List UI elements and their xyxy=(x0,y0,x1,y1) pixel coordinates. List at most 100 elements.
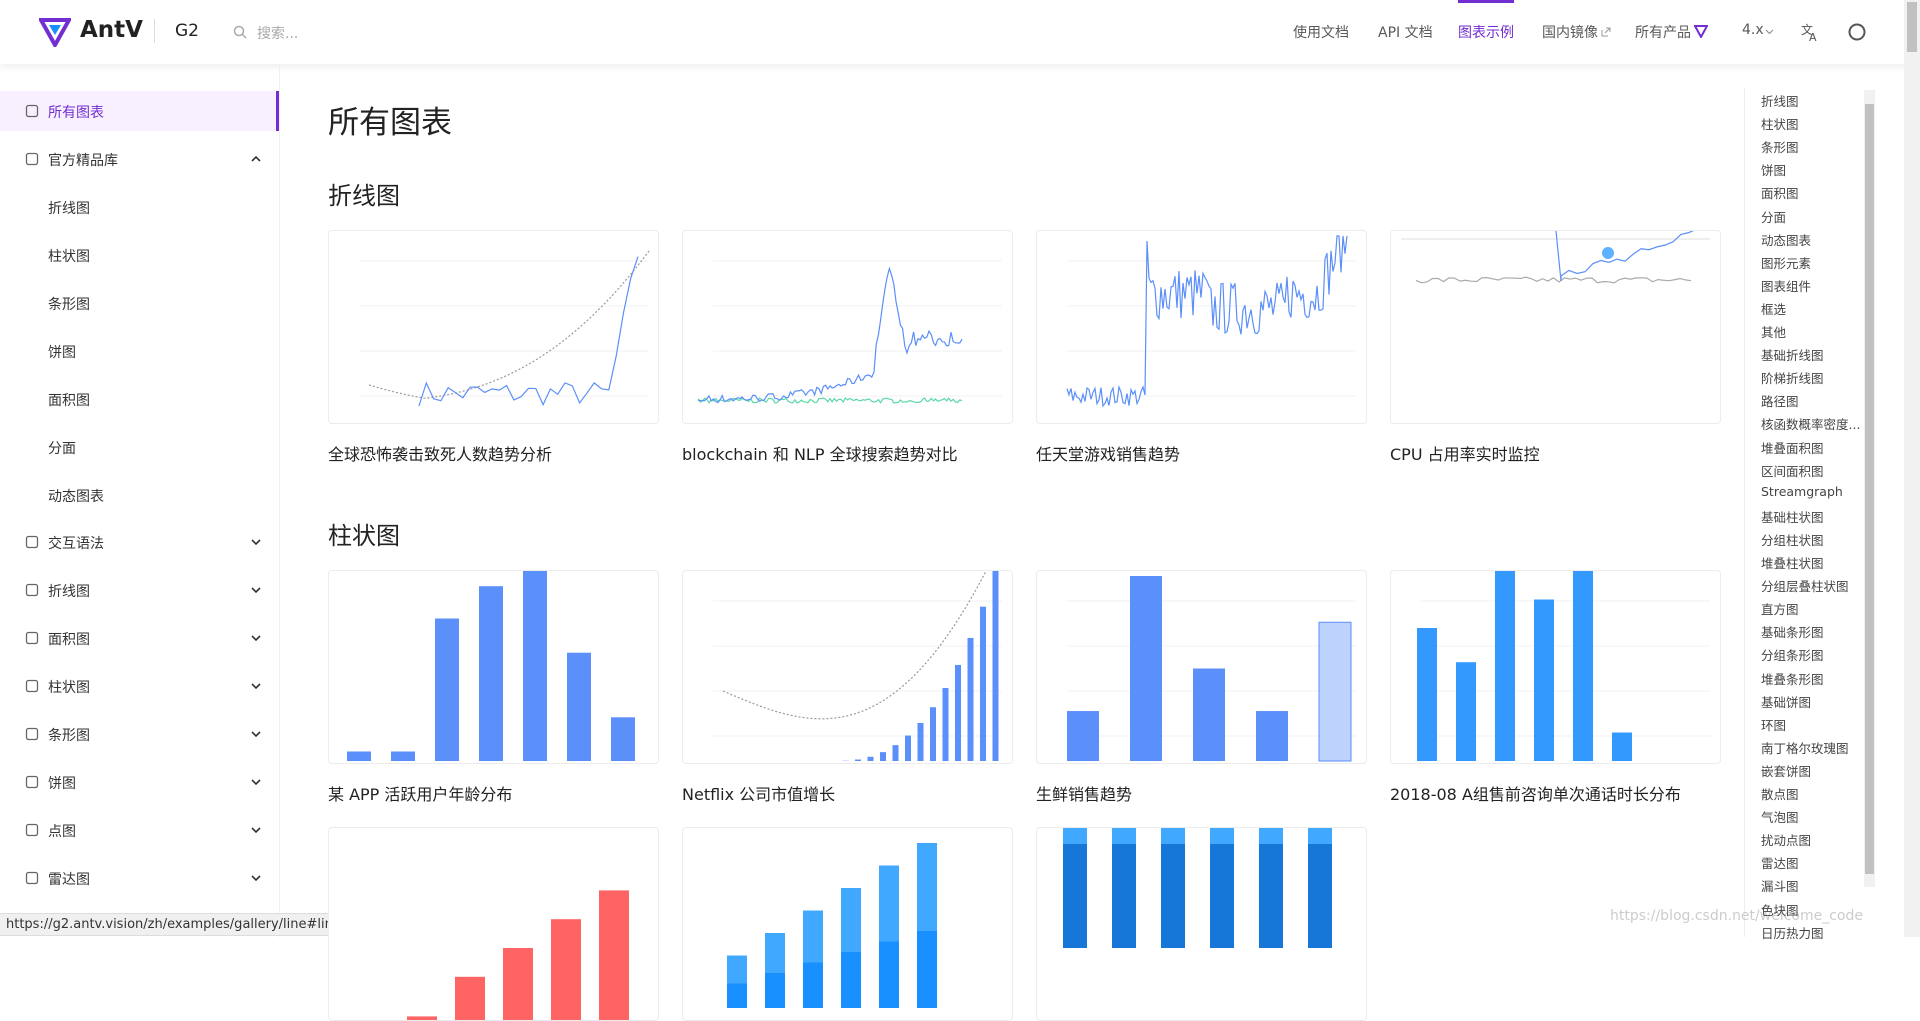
toc-item[interactable]: 饼图 xyxy=(1761,160,1786,179)
chart-card[interactable] xyxy=(328,230,659,424)
thumb-bar xyxy=(1063,828,1087,844)
thumb-bar xyxy=(1063,828,1087,948)
thumb-bar xyxy=(1573,571,1593,761)
toc-scroll-thumb[interactable] xyxy=(1865,104,1874,874)
chart-card[interactable] xyxy=(682,230,1013,424)
menu-group[interactable]: 饼图 xyxy=(48,773,76,793)
toc-item[interactable]: 框选 xyxy=(1761,299,1786,318)
active-item-bg xyxy=(0,91,279,131)
toc-item[interactable]: 色块图 xyxy=(1761,900,1799,919)
chart-card[interactable] xyxy=(1390,570,1721,764)
language-icon[interactable]: 文A xyxy=(1800,22,1820,42)
menu-item[interactable]: 折线图 xyxy=(48,198,90,218)
card-title[interactable]: blockchain 和 NLP 全球搜索趋势对比 xyxy=(682,441,958,465)
thumb-bar xyxy=(1417,628,1437,761)
toc-item[interactable]: 条形图 xyxy=(1761,137,1799,156)
menu-group[interactable]: 面积图 xyxy=(48,629,90,649)
chart-card[interactable] xyxy=(682,570,1013,764)
menu-group[interactable]: 柱状图 xyxy=(48,677,90,697)
thumb-bar xyxy=(523,571,547,761)
card-title[interactable]: 生鲜销售趋势 xyxy=(1036,781,1132,805)
toc-item[interactable]: 基础折线图 xyxy=(1761,345,1824,364)
card-title[interactable]: Netflix 公司市值增长 xyxy=(682,781,835,805)
menu-item[interactable]: 饼图 xyxy=(48,342,76,362)
toc-item[interactable]: 散点图 xyxy=(1761,784,1799,803)
menu-item[interactable]: 柱状图 xyxy=(48,246,90,266)
toc-item[interactable]: 区间面积图 xyxy=(1761,461,1824,480)
github-icon[interactable] xyxy=(1848,23,1866,41)
chart-card[interactable] xyxy=(682,827,1013,1021)
toc-item[interactable]: 分组条形图 xyxy=(1761,645,1824,664)
menu-item[interactable]: 分面 xyxy=(48,438,76,458)
toc-item[interactable]: 分组层叠柱状图 xyxy=(1761,576,1849,595)
menu-caret xyxy=(251,827,261,834)
toc-item[interactable]: 基础条形图 xyxy=(1761,622,1824,641)
toc-item[interactable]: 基础柱状图 xyxy=(1761,507,1824,526)
chart-card[interactable] xyxy=(1036,570,1367,764)
toc-item[interactable]: 堆叠柱状图 xyxy=(1761,553,1824,572)
toc-item[interactable]: 直方图 xyxy=(1761,599,1799,618)
version-select[interactable]: 4.x xyxy=(1742,22,1764,38)
toc-item[interactable]: 扰动点图 xyxy=(1761,830,1811,849)
toc-item[interactable]: 南丁格尔玫瑰图 xyxy=(1761,738,1849,757)
nav-item[interactable]: 所有产品 xyxy=(1635,22,1691,42)
toc-item[interactable]: 基础饼图 xyxy=(1761,692,1811,711)
nav-item[interactable]: API 文档 xyxy=(1378,22,1433,42)
card-title[interactable]: 2018-08 A组售前咨询单次通话时长分布 xyxy=(1390,781,1681,805)
page-scroll-thumb[interactable] xyxy=(1907,2,1917,52)
chart-card[interactable] xyxy=(328,570,659,764)
toc-item[interactable]: 面积图 xyxy=(1761,183,1799,202)
toc-item[interactable]: 分组柱状图 xyxy=(1761,530,1824,549)
toc-item[interactable]: 漏斗图 xyxy=(1761,876,1799,895)
toc-item[interactable]: 核函数概率密度... xyxy=(1761,414,1860,433)
toc-item[interactable]: 路径图 xyxy=(1761,391,1799,410)
menu-group[interactable]: 折线图 xyxy=(48,581,90,601)
toc-item[interactable]: 柱状图 xyxy=(1761,114,1799,133)
menu-group[interactable]: 点图 xyxy=(48,821,76,841)
toc-item[interactable]: 堆叠条形图 xyxy=(1761,669,1824,688)
thumb-bar xyxy=(930,707,936,761)
nav-item-active[interactable]: 图表示例 xyxy=(1458,22,1514,42)
chart-card[interactable] xyxy=(1036,230,1367,424)
toc-item[interactable]: 气泡图 xyxy=(1761,807,1799,826)
toc-item[interactable]: 雷达图 xyxy=(1761,853,1799,872)
product-name[interactable]: G2 xyxy=(175,21,199,41)
menu-item[interactable]: 动态图表 xyxy=(48,486,104,506)
chart-card[interactable] xyxy=(1390,230,1721,424)
logo-icon xyxy=(39,17,71,47)
toc-item[interactable]: 动态图表 xyxy=(1761,230,1811,249)
menu-item[interactable]: 条形图 xyxy=(48,294,90,314)
logo-text[interactable]: AntV xyxy=(80,17,143,43)
toc-item[interactable]: 嵌套饼图 xyxy=(1761,761,1811,780)
toc-item[interactable]: 图形元素 xyxy=(1761,253,1811,272)
toc-item[interactable]: 折线图 xyxy=(1761,91,1799,110)
menu-group[interactable]: 交互语法 xyxy=(48,533,104,553)
chart-thumbnail xyxy=(329,231,658,423)
chart-thumbnail xyxy=(329,571,658,763)
menu-group[interactable]: 雷达图 xyxy=(48,869,90,889)
menu-group[interactable]: 条形图 xyxy=(48,725,90,745)
toc-item[interactable]: 其他 xyxy=(1761,322,1786,341)
toc-item[interactable]: 日历热力图 xyxy=(1761,923,1824,942)
chart-card[interactable] xyxy=(1036,827,1367,1021)
card-title[interactable]: CPU 占用率实时监控 xyxy=(1390,441,1540,465)
icon-shape xyxy=(27,106,38,117)
toc-item[interactable]: 环图 xyxy=(1761,715,1786,734)
menu-group[interactable]: 官方精品库 xyxy=(48,150,118,170)
menu-caret xyxy=(251,539,261,546)
nav-item[interactable]: 国内镜像 xyxy=(1542,22,1598,42)
menu-item[interactable]: 面积图 xyxy=(48,390,90,410)
menu-item-active[interactable]: 所有图表 xyxy=(48,102,104,122)
toc-item[interactable]: 分面 xyxy=(1761,207,1786,226)
caret-path xyxy=(252,157,260,161)
card-title[interactable]: 某 APP 活跃用户年龄分布 xyxy=(328,781,512,805)
toc-item[interactable]: 阶梯折线图 xyxy=(1761,368,1824,387)
card-title[interactable]: 全球恐怖袭击致死人数趋势分析 xyxy=(328,441,552,465)
search-input[interactable]: 搜索... xyxy=(257,23,298,43)
toc-item[interactable]: 堆叠面积图 xyxy=(1761,438,1824,457)
toc-item[interactable]: Streamgraph xyxy=(1761,484,1843,499)
chart-card[interactable] xyxy=(328,827,659,1021)
card-title[interactable]: 任天堂游戏销售趋势 xyxy=(1036,441,1180,465)
nav-item[interactable]: 使用文档 xyxy=(1293,22,1349,42)
toc-item[interactable]: 图表组件 xyxy=(1761,276,1811,295)
